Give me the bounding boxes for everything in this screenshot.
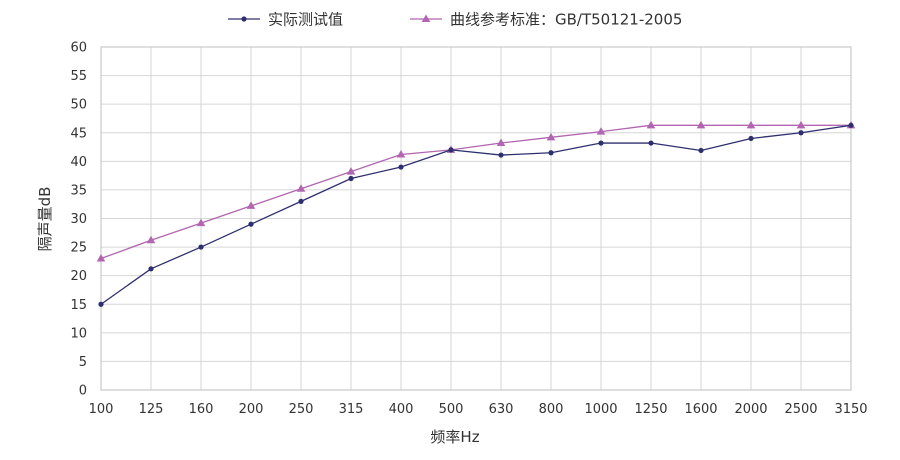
plot-frame: [100, 46, 852, 391]
data-point: [148, 266, 154, 272]
data-point: [798, 130, 804, 136]
data-point: [248, 221, 254, 227]
series-line: [100, 124, 852, 305]
x-tick-label: 250: [289, 402, 314, 417]
data-point: [348, 175, 354, 182]
series-line: [100, 124, 851, 260]
x-tick-label: 100: [89, 402, 114, 417]
legend: 实际测试值 曲线参考标准：GB/T50121-2005: [228, 11, 682, 29]
y-axis-label: 隔声量dB: [36, 187, 54, 252]
data-point: [146, 235, 156, 244]
x-tick-label: 315: [339, 402, 364, 417]
x-tick-label: 3150: [834, 402, 867, 417]
data-point: [98, 301, 104, 307]
y-tick-label: 20: [70, 269, 87, 284]
y-tick-label: 0: [79, 384, 87, 399]
data-point: [848, 122, 854, 128]
y-tick-label: 60: [70, 41, 87, 56]
x-tick-label: 800: [539, 402, 564, 417]
y-tick-label: 5: [79, 355, 87, 370]
y-tick-label: 55: [70, 69, 87, 84]
x-tick-label: 2000: [734, 402, 767, 417]
data-point: [346, 167, 356, 175]
y-tick-label: 40: [70, 155, 87, 170]
series-0: [98, 122, 854, 307]
data-point: [698, 147, 704, 154]
data-point: [448, 147, 454, 153]
x-tick-label: 1600: [684, 402, 717, 417]
x-tick-label: 1250: [634, 402, 667, 417]
x-axis-ticks: 100 125 160 200 250 315 400 500 630 800 1000 1250 16…: [89, 402, 868, 417]
x-tick-label: 2500: [784, 402, 817, 417]
data-point: [498, 152, 504, 158]
data-point: [198, 244, 204, 250]
data-point: [748, 135, 754, 142]
series-layer: [96, 120, 856, 307]
legend-item: 曲线参考标准：GB/T50121-2005: [410, 11, 682, 29]
y-tick-label: 50: [70, 98, 87, 113]
data-point: [598, 140, 604, 146]
y-axis-ticks: 0 5 10 15 20 25 30 35 40 45 50 55 60: [70, 41, 87, 399]
data-point: [648, 140, 654, 146]
data-point: [596, 127, 606, 135]
x-tick-label: 160: [189, 402, 214, 417]
y-tick-label: 45: [70, 126, 87, 141]
data-point: [496, 138, 506, 147]
y-tick-label: 25: [70, 241, 87, 256]
data-point: [546, 132, 556, 141]
data-point: [246, 201, 256, 209]
data-point: [646, 120, 656, 129]
legend-item: 实际测试值: [228, 11, 343, 29]
legend-label: 曲线参考标准：GB/T50121-2005: [450, 11, 682, 29]
data-point: [548, 150, 554, 156]
data-point: [796, 120, 806, 129]
data-point: [398, 164, 404, 170]
data-point: [96, 254, 106, 262]
data-point: [396, 149, 406, 158]
series-1: [96, 120, 856, 262]
x-tick-label: 200: [239, 402, 264, 417]
x-tick-label: 630: [489, 402, 514, 417]
data-point: [296, 184, 306, 192]
y-tick-label: 35: [70, 183, 87, 198]
x-tick-label: 125: [139, 402, 164, 417]
legend-marker: [241, 16, 247, 22]
y-tick-label: 10: [70, 326, 87, 341]
x-tick-label: 400: [389, 402, 414, 417]
grid: [100, 46, 852, 391]
data-point: [298, 198, 304, 204]
data-point: [196, 218, 206, 227]
x-tick-label: 1000: [584, 402, 617, 417]
y-tick-label: 30: [70, 212, 87, 227]
legend-marker: [421, 14, 431, 22]
x-tick-label: 500: [439, 402, 464, 417]
x-axis-label: 频率Hz: [430, 428, 479, 446]
y-tick-label: 15: [70, 298, 87, 313]
data-point: [746, 120, 756, 129]
data-point: [696, 120, 706, 129]
legend-label: 实际测试值: [268, 11, 343, 29]
